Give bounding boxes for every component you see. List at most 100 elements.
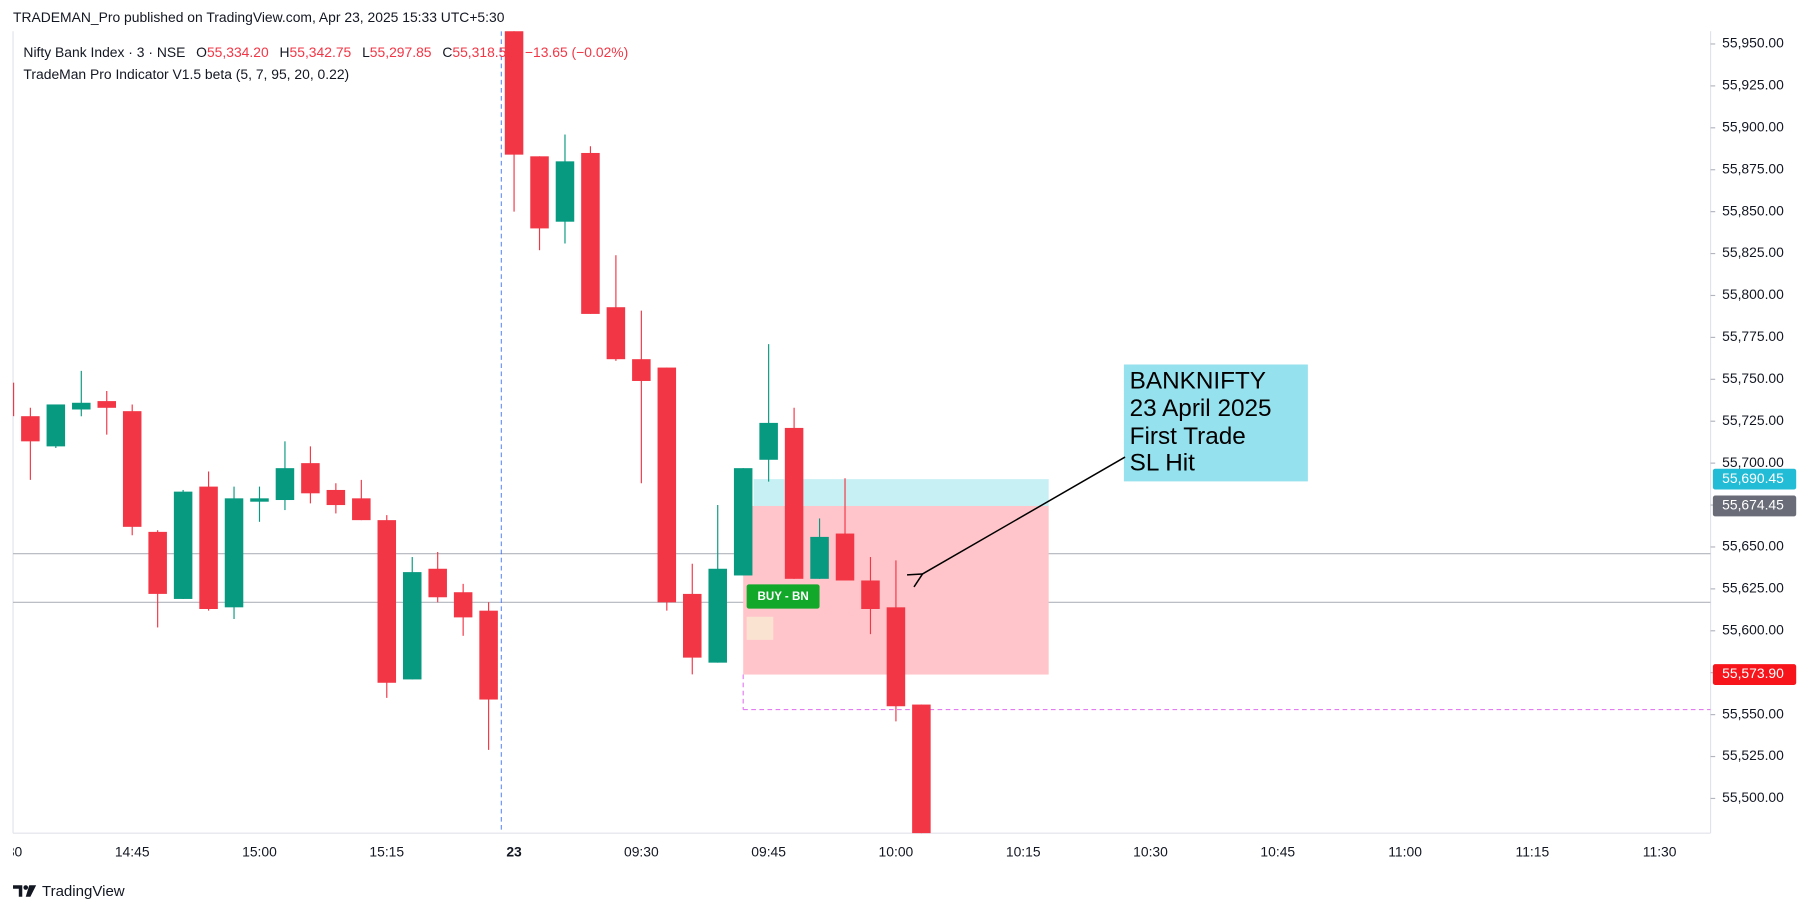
price-label-box [1712, 495, 1797, 517]
candle-body [122, 411, 142, 527]
y-tick-label: 55,700.00 [1722, 454, 1784, 470]
x-tick-label: 11:15 [1516, 843, 1550, 859]
candle-body [352, 498, 371, 521]
y-tick-label: 55,925.00 [1722, 77, 1784, 93]
logo-mark [23, 885, 29, 890]
candle-body [173, 491, 193, 599]
candle-body [326, 489, 346, 506]
candle-body [453, 592, 473, 618]
x-tick-label: 14:45 [115, 843, 150, 859]
time-axis: 14:30 14:45 15:00 15:15 23 09:30 09:45 10:00 10:… [0, 843, 1677, 859]
legend-value: 55,297.85 [370, 44, 432, 60]
candle-body [504, 31, 524, 155]
legend-key: O [196, 44, 207, 60]
x-tick-label: 15:00 [242, 843, 277, 859]
y-tick-label: 55,500.00 [1722, 789, 1784, 805]
candle-body [606, 307, 626, 360]
legend-key: H [280, 44, 290, 60]
symbol-title: Nifty Bank Index · 3 · NSE [23, 44, 185, 60]
candle-body [835, 533, 855, 581]
candle-body [21, 416, 40, 442]
candle-body [224, 498, 244, 608]
candle-body [377, 520, 397, 683]
price-label-box [1712, 468, 1797, 490]
publish-header: TRADEMAN_Pro published on TradingView.co… [13, 9, 505, 25]
candle-body [199, 486, 218, 609]
legend-key: L [362, 44, 370, 60]
overlay: Nifty Bank Index · 3 · NSE O55,334.20 H5… [13, 44, 1308, 900]
price-label-box [1712, 664, 1797, 685]
legend-key: C [442, 44, 452, 60]
candle-body [683, 593, 702, 658]
y-tick-label: 55,850.00 [1722, 202, 1784, 218]
price-label: 55,573.90 [1722, 665, 1784, 681]
candle-body [13, 382, 15, 417]
candle-body [581, 152, 600, 314]
candle-body [46, 404, 66, 447]
tradingview-logo: TradingView [13, 883, 125, 900]
candle-body [428, 568, 447, 598]
candle-body [250, 498, 269, 502]
annotation-box [1123, 364, 1308, 482]
candle-body [861, 580, 880, 609]
price-label: 55,690.45 [1722, 470, 1784, 486]
signal-text: BUY - BN [758, 591, 809, 603]
price-axis: 55,500.0055,525.0055,550.0055,575.0055,6… [1710, 35, 1797, 805]
x-tick-label: 11:00 [1388, 843, 1422, 859]
x-tick-label: 09:45 [751, 843, 786, 859]
legend-value: 55,342.75 [290, 44, 352, 60]
logo-mark [13, 885, 23, 897]
candle-body [733, 468, 753, 576]
candle-body [72, 402, 91, 410]
legend-change: −13.65 (−0.02%) [525, 44, 628, 60]
logo-mark [25, 885, 37, 897]
y-tick-label: 55,825.00 [1722, 244, 1784, 260]
candle-body [148, 531, 167, 594]
annotation-line: 23 April 2025 [1130, 395, 1272, 422]
annotation-arrow [923, 456, 1126, 574]
candle-body [759, 422, 778, 460]
y-tick-label: 55,950.00 [1722, 35, 1784, 51]
y-tick-label: 55,900.00 [1722, 118, 1784, 134]
x-tick-label: 10:00 [879, 843, 914, 859]
candle-body [632, 359, 651, 381]
x-tick-label: 23 [506, 843, 522, 859]
candle-body [301, 463, 320, 494]
legend-value: 55,334.20 [207, 44, 269, 60]
candle-body [708, 568, 727, 663]
signal-shadow [746, 616, 774, 640]
y-tick-label: 55,525.00 [1722, 747, 1784, 763]
x-tick-label: 10:30 [1133, 843, 1168, 859]
y-tick-label: 55,600.00 [1722, 621, 1784, 637]
candle-body [479, 610, 498, 700]
brand: TradingView [42, 883, 125, 900]
candle-body [402, 572, 422, 680]
y-tick-label: 55,800.00 [1722, 286, 1784, 302]
x-tick-label: 15:15 [369, 843, 404, 859]
y-tick-label: 55,875.00 [1722, 160, 1784, 176]
annotation-line: SL Hit [1130, 449, 1196, 476]
candle-body [886, 607, 906, 707]
annotation-line: First Trade [1130, 423, 1246, 450]
candle-body [555, 161, 575, 222]
candle-body [275, 468, 295, 501]
y-tick-label: 55,625.00 [1722, 580, 1784, 596]
candle-body [810, 536, 829, 579]
legend-value: 55,318.50 [452, 44, 514, 60]
y-tick-label: 55,725.00 [1722, 412, 1784, 428]
x-tick-label: 14:30 [0, 843, 23, 859]
price-pane [13, 31, 1711, 834]
y-tick-label: 55,650.00 [1722, 538, 1784, 554]
x-tick-label: 09:30 [624, 843, 659, 859]
candle-body [97, 401, 117, 408]
candle-body [530, 156, 549, 229]
annotation-line: BANKNIFTY [1130, 367, 1266, 394]
candle-body [912, 704, 931, 834]
x-tick-label: 11:30 [1643, 843, 1677, 859]
signal-tag [746, 584, 820, 609]
x-tick-label: 10:15 [1006, 843, 1041, 859]
y-tick-label: 55,550.00 [1722, 705, 1784, 721]
